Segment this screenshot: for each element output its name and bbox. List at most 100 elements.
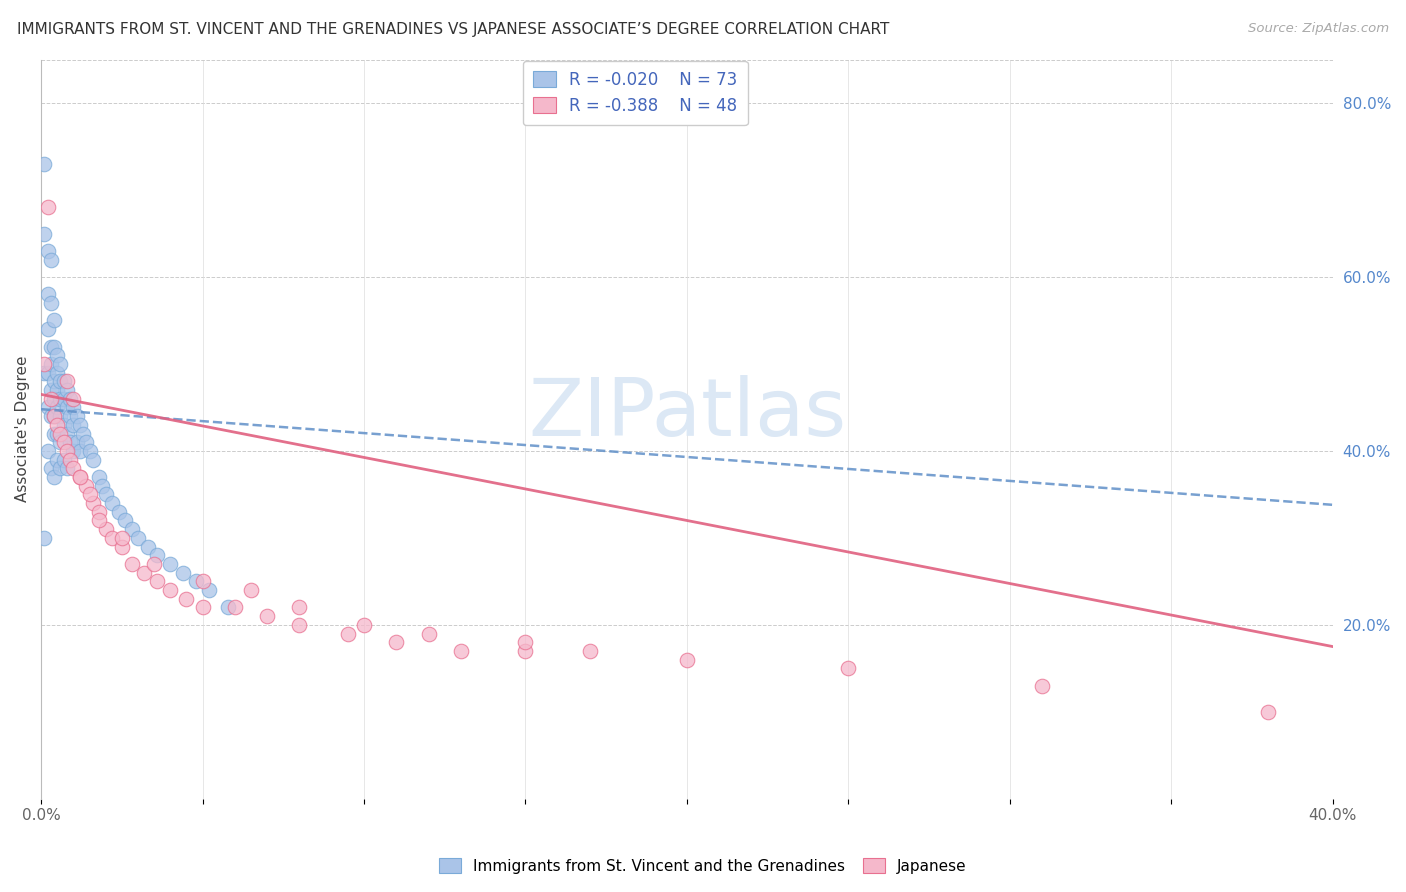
Point [37, 244, 59, 258]
Point [89, 514, 111, 528]
Point [127, 531, 149, 545]
Point [46, 348, 69, 362]
Point [114, 514, 136, 528]
Point [89, 470, 111, 484]
Point [59, 392, 82, 406]
Point [89, 505, 111, 519]
Point [49, 435, 72, 450]
Point [39, 357, 62, 371]
Point [59, 435, 82, 450]
Point [91, 479, 114, 493]
Point [52, 417, 75, 432]
Point [42, 409, 65, 424]
Point [172, 566, 194, 580]
Point [62, 461, 84, 475]
Point [159, 582, 181, 597]
Point [46, 401, 69, 415]
Point [111, 531, 134, 545]
Point [69, 470, 91, 484]
Point [39, 252, 62, 267]
Point [59, 452, 82, 467]
Point [79, 444, 101, 458]
Point [42, 313, 65, 327]
Point [46, 383, 69, 397]
Point [224, 600, 246, 615]
Point [385, 635, 408, 649]
Point [39, 461, 62, 475]
Point [49, 409, 72, 424]
Point [42, 470, 65, 484]
Point [111, 540, 134, 554]
Point [49, 461, 72, 475]
Point [191, 600, 214, 615]
Point [37, 401, 59, 415]
Point [52, 452, 75, 467]
Point [49, 375, 72, 389]
Point [676, 652, 699, 666]
Legend: Immigrants from St. Vincent and the Grenadines, Japanese: Immigrants from St. Vincent and the Gren… [433, 852, 973, 880]
Point [176, 591, 198, 606]
Point [69, 444, 91, 458]
Point [42, 340, 65, 354]
Point [52, 375, 75, 389]
Point [256, 609, 278, 624]
Point [82, 496, 104, 510]
Point [72, 426, 94, 441]
Point [42, 375, 65, 389]
Point [49, 357, 72, 371]
Point [1257, 705, 1279, 719]
Point [39, 340, 62, 354]
Point [37, 201, 59, 215]
Point [66, 409, 89, 424]
Point [46, 366, 69, 380]
Point [42, 426, 65, 441]
Point [450, 644, 472, 658]
Point [136, 540, 159, 554]
Point [69, 417, 91, 432]
Point [146, 574, 169, 589]
Point [101, 531, 124, 545]
Point [46, 417, 69, 432]
Point [39, 296, 62, 310]
Point [52, 392, 75, 406]
Point [39, 409, 62, 424]
Point [52, 435, 75, 450]
Point [34, 366, 56, 380]
Point [39, 392, 62, 406]
Point [66, 435, 89, 450]
Legend: R = -0.020    N = 73, R = -0.388    N = 48: R = -0.020 N = 73, R = -0.388 N = 48 [523, 61, 748, 125]
Text: IMMIGRANTS FROM ST. VINCENT AND THE GRENADINES VS JAPANESE ASSOCIATE’S DEGREE CO: IMMIGRANTS FROM ST. VINCENT AND THE GREN… [17, 22, 889, 37]
Point [198, 582, 221, 597]
Point [288, 617, 311, 632]
Point [37, 444, 59, 458]
Point [37, 322, 59, 336]
Point [62, 417, 84, 432]
Point [42, 392, 65, 406]
Point [49, 426, 72, 441]
Y-axis label: Associate's Degree: Associate's Degree [15, 356, 30, 502]
Point [46, 426, 69, 441]
Point [75, 435, 97, 450]
Point [184, 574, 207, 589]
Point [34, 531, 56, 545]
Point [107, 505, 129, 519]
Point [56, 426, 79, 441]
Point [515, 644, 537, 658]
Point [62, 444, 84, 458]
Point [336, 626, 359, 640]
Point [94, 487, 117, 501]
Point [79, 487, 101, 501]
Point [34, 357, 56, 371]
Text: Source: ZipAtlas.com: Source: ZipAtlas.com [1249, 22, 1389, 36]
Point [62, 392, 84, 406]
Point [191, 574, 214, 589]
Point [34, 227, 56, 241]
Point [34, 157, 56, 171]
Point [515, 635, 537, 649]
Point [1031, 679, 1053, 693]
Point [37, 287, 59, 301]
Point [159, 557, 181, 571]
Text: ZIPatlas: ZIPatlas [527, 376, 846, 453]
Point [49, 392, 72, 406]
Point [37, 366, 59, 380]
